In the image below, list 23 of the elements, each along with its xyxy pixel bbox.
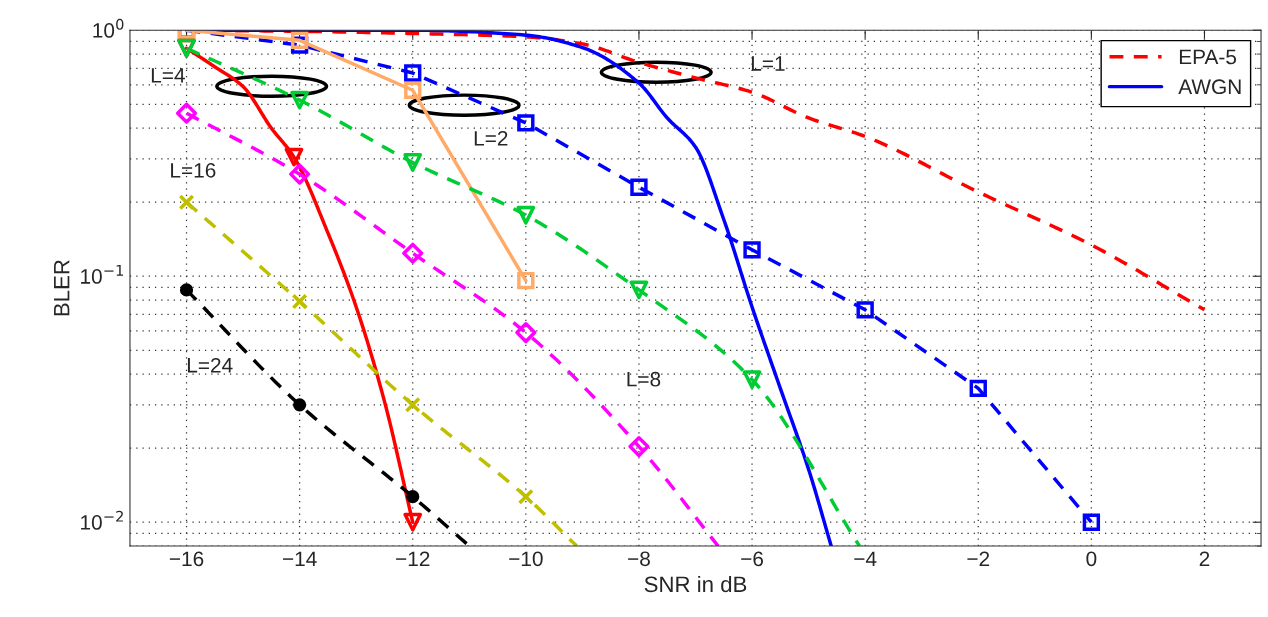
x-tick-label: 0 (1086, 551, 1097, 567)
x-tick-label: −14 (282, 551, 317, 566)
annotation: L=8 (627, 371, 661, 387)
annotation: L=24 (187, 357, 233, 373)
annotation: L=4 (151, 68, 185, 83)
annotation: L=2 (474, 130, 508, 146)
x-tick-label: −2 (967, 551, 990, 566)
x-tick-label: −6 (741, 551, 764, 567)
x-tick-label: −8 (628, 551, 650, 567)
legend-label: EPA-5 (1179, 49, 1237, 65)
y-tick-label: 10$^{0}$ (93, 18, 124, 38)
y-axis-title: BLER (54, 260, 70, 316)
y-tick-label: 10$^{−2}$ (81, 510, 123, 530)
x-tick-label: −12 (396, 551, 430, 566)
x-tick-label: −4 (854, 551, 877, 566)
annotation: L=1 (751, 56, 785, 71)
annotation: L=16 (171, 162, 216, 178)
x-tick-label: 2 (1199, 551, 1210, 566)
x-tick-label: −10 (509, 551, 543, 567)
x-tick-label: −16 (169, 551, 204, 567)
y-tick-label: 10$^{−1}$ (81, 265, 124, 284)
legend-label: AWGN (1178, 79, 1241, 95)
x-axis-title: SNR in dB (644, 575, 747, 593)
